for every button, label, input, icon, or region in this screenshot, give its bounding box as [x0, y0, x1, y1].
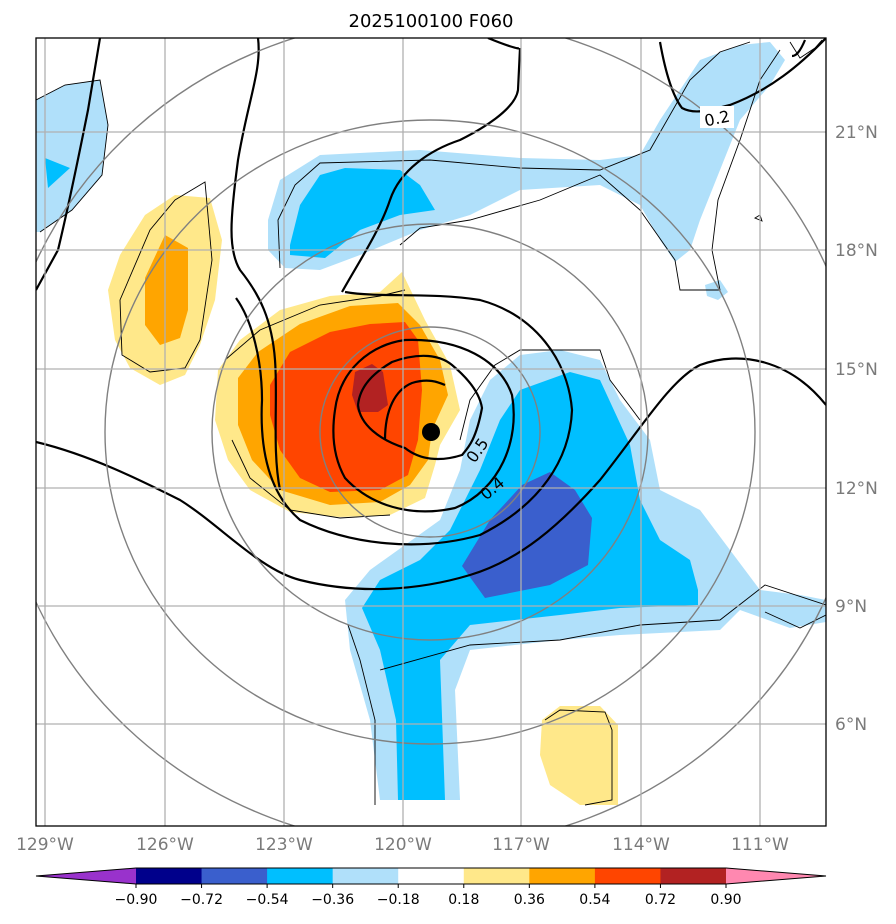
map-title: 2025100100 F060	[349, 11, 514, 32]
thick-contours	[36, 38, 826, 591]
longitude-labels: 129°W 126°W 123°W 120°W 117°W 114°W 111°…	[16, 835, 789, 855]
orange-region-northwest	[145, 235, 188, 345]
contour-label-0-2: 0.2	[703, 107, 732, 131]
contour-north-d	[487, 38, 522, 50]
colorbar-segment	[136, 868, 203, 884]
contour-north-a	[341, 47, 522, 293]
lon-label: 111°W	[731, 835, 789, 855]
colorbar-tick-label: 0.90	[710, 892, 741, 908]
graticule	[36, 38, 826, 826]
lon-label: 120°W	[374, 835, 432, 855]
contour-inner-a	[332, 338, 515, 513]
colorbar-tick-label: 0.18	[448, 892, 479, 908]
lat-label: 21°N	[835, 123, 878, 143]
lat-label: 9°N	[835, 597, 867, 617]
colorbar-tick-label: 0.36	[514, 892, 545, 908]
lat-label: 15°N	[835, 360, 878, 380]
lon-label: 126°W	[136, 835, 194, 855]
colorbar-segment	[201, 868, 268, 884]
colorbar-extend-low	[36, 868, 136, 884]
colorbar-segment	[332, 868, 399, 884]
contour-ne-b	[791, 39, 807, 58]
contour-north-b	[36, 38, 102, 291]
lat-label: 18°N	[835, 241, 878, 261]
colorbar-segment	[463, 868, 530, 884]
lon-label: 129°W	[16, 835, 74, 855]
lat-label: 12°N	[835, 479, 878, 499]
contour-mid	[235, 290, 574, 546]
map-frame	[35, 37, 827, 827]
orange-red-region	[270, 322, 422, 492]
colorbar: −0.90 −0.72 −0.54 −0.36 −0.18 0.18 0.36 0.54 0.7…	[35, 867, 827, 908]
lon-label: 114°W	[612, 835, 670, 855]
range-rings	[36, 38, 826, 826]
colorbar-extend-high	[726, 868, 826, 884]
contour-core	[383, 379, 446, 441]
colorbar-segment	[267, 868, 334, 884]
colorbar-tick-label: 0.54	[579, 892, 610, 908]
colorbar-tick-label: −0.90	[115, 892, 158, 908]
colorbar-segment	[398, 868, 465, 884]
colorbar-tick-label: −0.54	[246, 892, 289, 908]
lon-label: 117°W	[492, 835, 550, 855]
contour-outlines	[36, 39, 826, 806]
dark-red-region	[352, 364, 388, 412]
map-plot-area: 0.2 0.5 0.4	[36, 38, 826, 826]
blue-region-north	[290, 168, 435, 258]
light-blue-region-west	[36, 80, 108, 232]
latitude-labels: 21°N 18°N 15°N 12°N 9°N 6°N	[835, 123, 878, 735]
contour-inner-b	[356, 354, 484, 461]
contour-outer	[36, 357, 826, 591]
colorbar-segment	[529, 868, 596, 884]
yellow-region-south	[540, 706, 618, 805]
blue-region-west	[45, 158, 70, 188]
colorbar-segment	[594, 868, 661, 884]
storm-center-marker	[422, 423, 440, 441]
lon-label: 123°W	[255, 835, 313, 855]
colorbar-tick-label: 0.72	[645, 892, 676, 908]
colorbar-tick-label: −0.18	[377, 892, 420, 908]
colorbar-tick-label: −0.72	[180, 892, 223, 908]
lat-label: 6°N	[835, 715, 867, 735]
colorbar-tick-label: −0.36	[311, 892, 354, 908]
contour-north-c	[230, 38, 282, 491]
colorbar-segment	[660, 868, 727, 884]
